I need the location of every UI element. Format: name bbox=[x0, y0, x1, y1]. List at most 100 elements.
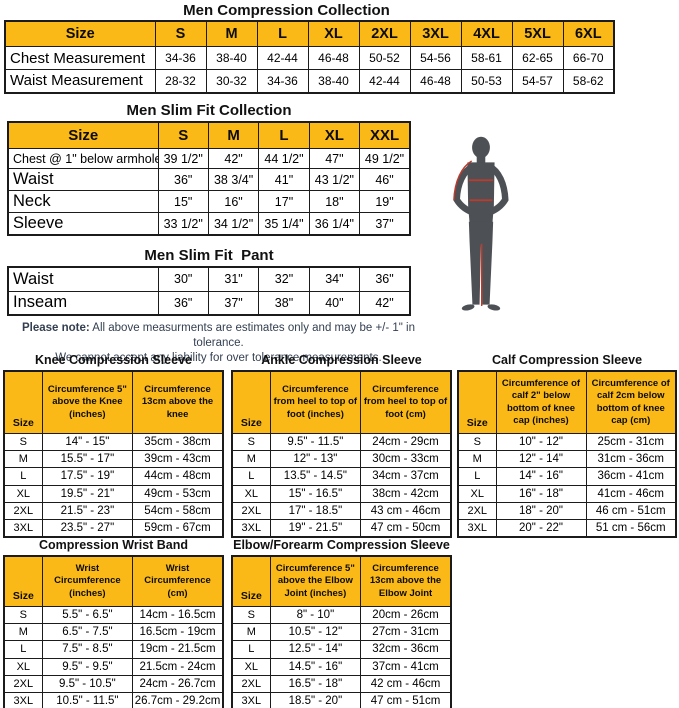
measurement-cell: 66-70 bbox=[562, 46, 615, 70]
table-row: Chest @ 1" below armhole 39 1/2" 42" 44 1/2… bbox=[7, 148, 411, 169]
column-header: M bbox=[205, 20, 258, 47]
size-cell: XL bbox=[231, 484, 271, 503]
measurement-cell: 12.5" - 14" bbox=[269, 640, 362, 659]
measurement-cell: 49 1/2" bbox=[359, 148, 411, 169]
measurement-cell: 36" bbox=[157, 168, 209, 191]
measurement-cell: 38-40 bbox=[307, 69, 360, 93]
table-row: 3XL 18.5" - 20" 47 cm - 51cm bbox=[231, 691, 452, 708]
measurement-cell: 34-36 bbox=[256, 69, 309, 93]
figure-right-arm bbox=[484, 162, 509, 217]
table-row: 2XL 21.5" - 23" 54cm - 58cm bbox=[3, 501, 224, 520]
size-cell: S bbox=[231, 605, 271, 625]
measurement-cell: 9.5" - 11.5" bbox=[269, 432, 362, 452]
size-cell: M bbox=[457, 450, 497, 469]
measurement-cell: 43 cm - 46cm bbox=[360, 501, 452, 520]
column-header-inches: Circumference from heel to top of foot (… bbox=[269, 370, 362, 434]
measurement-cell: 34 1/2" bbox=[207, 212, 260, 236]
wrist-band-title: Compression Wrist Band bbox=[38, 538, 189, 552]
measurement-cell: 18" bbox=[308, 190, 361, 213]
measurement-cell: 44 1/2" bbox=[258, 148, 310, 169]
measurement-cell: 21.5cm - 24cm bbox=[132, 657, 224, 676]
measurement-cell: 15.5" - 17" bbox=[41, 450, 134, 469]
table-row: 2XL 18" - 20" 46 cm - 51cm bbox=[457, 501, 677, 520]
measurement-cell: 50-52 bbox=[358, 46, 411, 70]
table-row: 3XL 19" - 21.5" 47 cm - 50cm bbox=[231, 518, 452, 538]
size-cell: M bbox=[3, 623, 43, 642]
column-header-size: Size bbox=[457, 370, 497, 434]
measurement-cell: 42-44 bbox=[358, 69, 411, 93]
table-row: 2XL 9.5" - 10.5" 24cm - 26.7cm bbox=[3, 674, 224, 693]
measurement-cell: 38-40 bbox=[205, 46, 258, 70]
men-slim-fit-pant-table: Waist 30" 31" 32" 34" 36" Inseam 36" 37" 38" 40" 42… bbox=[7, 266, 411, 316]
measurement-cell: 18.5" - 20" bbox=[269, 691, 362, 708]
measurement-cell: 19" bbox=[359, 190, 411, 213]
measurement-cell: 10" - 12" bbox=[495, 432, 587, 452]
men-slim-fit-title: Men Slim Fit Collection bbox=[126, 102, 292, 119]
table-row: M 6.5" - 7.5" 16.5cm - 19cm bbox=[3, 623, 224, 642]
column-header: 2XL bbox=[358, 20, 411, 47]
men-compression-title: Men Compression Collection bbox=[183, 2, 390, 19]
measurement-cell: 46" bbox=[359, 168, 411, 191]
column-header-inches: Circumference of calf 2" below bottom of… bbox=[495, 370, 587, 434]
figure-neck bbox=[476, 155, 486, 164]
table-row: S 9.5" - 11.5" 24cm - 29cm bbox=[231, 432, 452, 452]
measurement-cell: 43 1/2" bbox=[308, 168, 361, 191]
column-header-size: Size bbox=[231, 370, 271, 434]
table-row: Inseam 36" 37" 38" 40" 42" bbox=[7, 290, 411, 316]
figure-right-foot bbox=[487, 304, 501, 311]
size-cell: L bbox=[3, 640, 43, 659]
size-cell: M bbox=[231, 450, 271, 469]
measurement-cell: 41" bbox=[258, 168, 310, 191]
header-row: Size Wrist Circumference (inches) Wrist … bbox=[3, 555, 224, 607]
measurement-cell: 25cm - 31cm bbox=[585, 432, 677, 452]
calf-sleeve-title: Calf Compression Sleeve bbox=[491, 353, 643, 367]
measurement-cell: 39cm - 43cm bbox=[132, 450, 224, 469]
size-cell: 2XL bbox=[3, 501, 43, 520]
table-row: S 8" - 10" 20cm - 26cm bbox=[231, 605, 452, 625]
figure-legs bbox=[468, 221, 494, 305]
measurement-cell: 42 cm - 46cm bbox=[360, 674, 452, 693]
column-header-inches: Wrist Circumference (inches) bbox=[41, 555, 134, 607]
measurement-cell: 54cm - 58cm bbox=[132, 501, 224, 520]
column-header: XXL bbox=[359, 121, 411, 149]
column-header-size: Size bbox=[3, 370, 43, 434]
table-row: Waist 30" 31" 32" 34" 36" bbox=[7, 266, 411, 292]
measurement-cell: 31" bbox=[207, 266, 260, 292]
column-header-inches: Circumference 5" above the Knee (inches) bbox=[41, 370, 134, 434]
header-row: Size S M L XL 2XL 3XL 4XL 5XL 6XL bbox=[4, 20, 615, 47]
measurement-cell: 12" - 14" bbox=[495, 450, 587, 469]
measurement-cell: 20cm - 26cm bbox=[360, 605, 452, 625]
row-label: Waist bbox=[7, 168, 159, 191]
measurement-cell: 35 1/4" bbox=[258, 212, 310, 236]
measurement-cell: 36" bbox=[157, 290, 209, 316]
measurement-cell: 16.5" - 18" bbox=[269, 674, 362, 693]
measurement-cell: 36" bbox=[359, 266, 411, 292]
column-header: 6XL bbox=[562, 20, 615, 47]
table-row: Chest Measurement 34-36 38-40 42-44 46-48 50-… bbox=[4, 46, 615, 70]
header-row: Size S M L XL XXL bbox=[7, 121, 411, 149]
measurement-cell: 16.5cm - 19cm bbox=[132, 623, 224, 642]
size-cell: M bbox=[3, 450, 43, 469]
table-row: M 15.5" - 17" 39cm - 43cm bbox=[3, 450, 224, 469]
table-row: M 10.5" - 12" 27cm - 31cm bbox=[231, 623, 452, 642]
measurement-cell: 58-61 bbox=[460, 46, 513, 70]
column-header-cm: Circumference 13cm above the knee bbox=[132, 370, 224, 434]
measurement-cell: 16" - 18" bbox=[495, 484, 587, 503]
header-row: Size Circumference 5" above the Elbow Jo… bbox=[231, 555, 452, 607]
sleeve-measure-line bbox=[453, 160, 473, 201]
size-cell: 3XL bbox=[3, 518, 43, 538]
table-row: L 7.5" - 8.5" 19cm - 21.5cm bbox=[3, 640, 224, 659]
measurement-cell: 28-32 bbox=[154, 69, 207, 93]
measurement-cell: 47" bbox=[308, 148, 361, 169]
column-header-inches: Circumference 5" above the Elbow Joint (… bbox=[269, 555, 362, 607]
row-label: Inseam bbox=[7, 290, 159, 316]
column-header-cm: Wrist Circumference (cm) bbox=[132, 555, 224, 607]
measurement-cell: 30" bbox=[157, 266, 209, 292]
size-cell: L bbox=[457, 467, 497, 486]
size-cell: M bbox=[231, 623, 271, 642]
table-row: Neck 15" 16" 17" 18" 19" bbox=[7, 190, 411, 213]
table-row: XL 16" - 18" 41cm - 46cm bbox=[457, 484, 677, 503]
figure-torso bbox=[467, 162, 495, 224]
tolerance-note: Please note: All above measurments are e… bbox=[0, 321, 437, 366]
header-row: Size Circumference 5" above the Knee (in… bbox=[3, 370, 224, 434]
